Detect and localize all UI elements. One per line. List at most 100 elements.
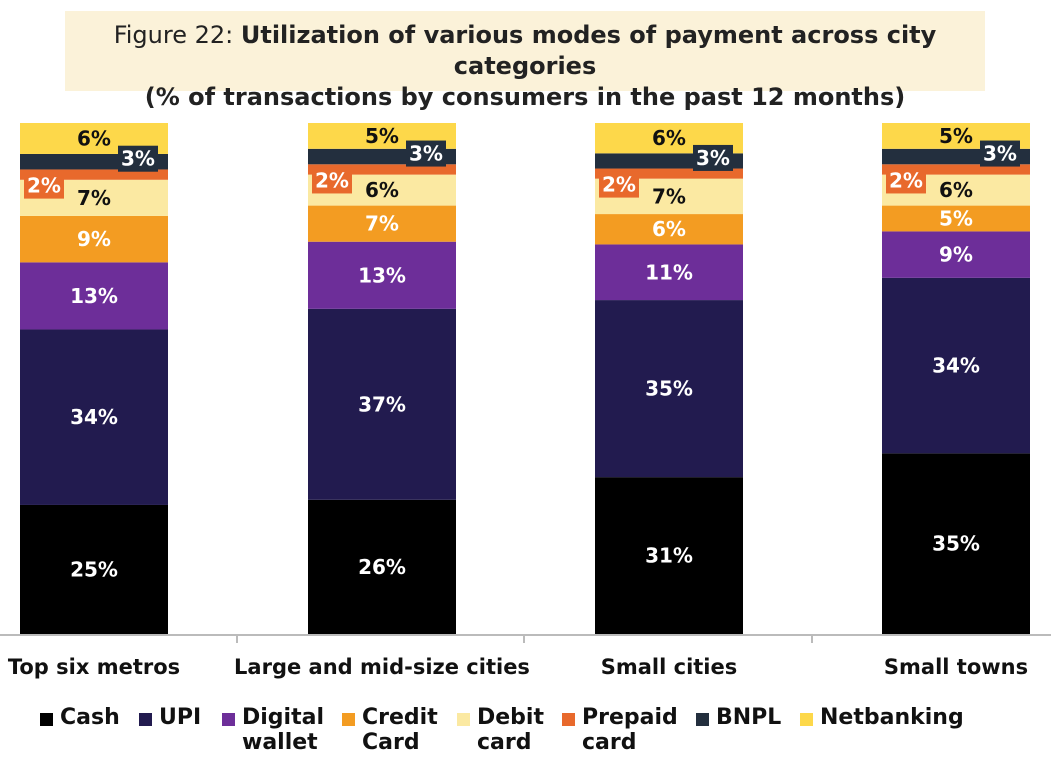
legend-item: Prepaid card: [562, 705, 678, 755]
data-label: 37%: [358, 392, 406, 416]
data-label: 3%: [121, 147, 155, 171]
legend-label: Prepaid card: [582, 705, 678, 755]
legend-label: Netbanking: [820, 705, 964, 730]
legend-label-line-1: Netbanking: [820, 705, 964, 730]
x-tick-label: Small towns: [884, 655, 1028, 679]
legend-label: Digital wallet: [242, 705, 324, 755]
legend-label-line-1: UPI: [159, 705, 202, 730]
data-label: 25%: [70, 557, 118, 581]
legend-item: Netbanking: [800, 705, 964, 730]
data-label: 2%: [27, 174, 61, 198]
data-label: 3%: [983, 142, 1017, 166]
data-label: 2%: [315, 168, 349, 192]
legend-swatch: [800, 713, 813, 726]
legend-label-line-1: Prepaid: [582, 705, 678, 730]
data-label: 9%: [77, 227, 111, 251]
legend-label: BNPL: [716, 705, 781, 730]
legend-label-line-1: Credit: [362, 705, 438, 730]
data-label-box: [24, 172, 64, 199]
chart-title: Figure 22: Utilization of various modes …: [65, 11, 985, 111]
data-label: 13%: [70, 284, 118, 308]
data-label: 5%: [365, 124, 399, 148]
data-label: 5%: [939, 124, 973, 148]
bar-segment-prepaid-card: [308, 164, 456, 175]
data-label: 6%: [365, 178, 399, 202]
data-label-box: [406, 140, 446, 167]
data-label: 7%: [77, 186, 111, 210]
data-label: 6%: [77, 126, 111, 150]
bar-segment-digital-wallet: [20, 262, 168, 330]
legend-item: UPI: [139, 705, 201, 730]
bar-segment-digital-wallet: [595, 244, 743, 301]
legend-label: UPI: [159, 705, 201, 730]
legend-label-line-1: Cash: [60, 705, 120, 730]
legend-swatch: [139, 713, 152, 726]
data-label-box: [693, 144, 733, 171]
bar-segment-credit-card: [308, 205, 456, 242]
legend-swatch: [222, 713, 235, 726]
legend-label-line-1: BNPL: [716, 705, 782, 730]
bar-segment-prepaid-card: [20, 169, 168, 180]
legend-swatch: [342, 713, 355, 726]
x-tick-label: Small cities: [601, 655, 738, 679]
bar-segment-credit-card: [595, 214, 743, 245]
legend-item: Cash: [40, 705, 120, 730]
legend-item: Credit Card: [342, 705, 438, 755]
legend-label: Credit Card: [362, 705, 438, 755]
data-label: 34%: [932, 354, 980, 378]
bar-segment-upi: [308, 308, 456, 500]
data-label-box: [980, 140, 1020, 167]
bar-segment-upi: [20, 329, 168, 505]
chart-legend: Cash UPI Digital wallet Credit Card Debit card P…: [0, 705, 1051, 773]
bar-segment-credit-card: [20, 215, 168, 263]
data-label: 26%: [358, 555, 406, 579]
title-prefix: Figure 22:: [113, 21, 241, 49]
legend-label-line-1: Digital: [242, 705, 324, 730]
data-label: 35%: [645, 377, 693, 401]
data-label: 5%: [939, 206, 973, 230]
bar-segment-credit-card: [882, 205, 1030, 232]
data-label: 6%: [939, 178, 973, 202]
data-label: 7%: [652, 184, 686, 208]
bar-segment-upi: [595, 300, 743, 478]
bar-segment-cash: [20, 504, 168, 634]
title-main: Utilization of various modes of payment …: [240, 21, 937, 80]
stacked-bar-chart: 25% 34% 13% 9% 7% 2% 3% 6% Top six metros 26% 37% 1…: [0, 123, 1051, 679]
bar-segment-upi: [882, 277, 1030, 454]
legend-swatch: [562, 713, 575, 726]
legend-label-line-1: Debit: [477, 705, 544, 730]
data-label: 3%: [696, 146, 730, 170]
data-label: 11%: [645, 260, 693, 284]
bar-segment-cash: [882, 453, 1030, 634]
data-label-box: [886, 167, 926, 194]
x-tick-label: Top six metros: [8, 655, 180, 679]
data-label: 34%: [70, 405, 118, 429]
data-label: 9%: [939, 243, 973, 267]
title-line-1: Figure 22: Utilization of various modes …: [65, 20, 985, 82]
data-label: 31%: [645, 544, 693, 568]
data-label: 2%: [889, 168, 923, 192]
bar-segment-digital-wallet: [882, 231, 1030, 278]
data-label: 13%: [358, 263, 406, 287]
data-label-box: [118, 145, 158, 172]
legend-label: Debit card: [477, 705, 544, 755]
x-tick-label: Large and mid-size cities: [234, 655, 530, 679]
bar-segment-digital-wallet: [308, 241, 456, 309]
data-label: 6%: [652, 126, 686, 150]
bar-segment-prepaid-card: [882, 164, 1030, 175]
legend-item: Digital wallet: [222, 705, 324, 755]
data-label: 7%: [365, 212, 399, 236]
legend-label-line-2: wallet: [242, 730, 318, 755]
data-label: 35%: [932, 532, 980, 556]
legend-swatch: [40, 713, 53, 726]
legend-label-line-2: Card: [362, 730, 420, 755]
data-label: 2%: [602, 173, 636, 197]
legend-label-line-2: card: [582, 730, 637, 755]
bar-segment-cash: [308, 499, 456, 634]
legend-swatch: [457, 713, 470, 726]
bar-segment-prepaid-card: [595, 168, 743, 179]
data-label: 3%: [409, 142, 443, 166]
legend-item: Debit card: [457, 705, 544, 755]
data-label: 6%: [652, 217, 686, 241]
data-label-box: [312, 167, 352, 194]
